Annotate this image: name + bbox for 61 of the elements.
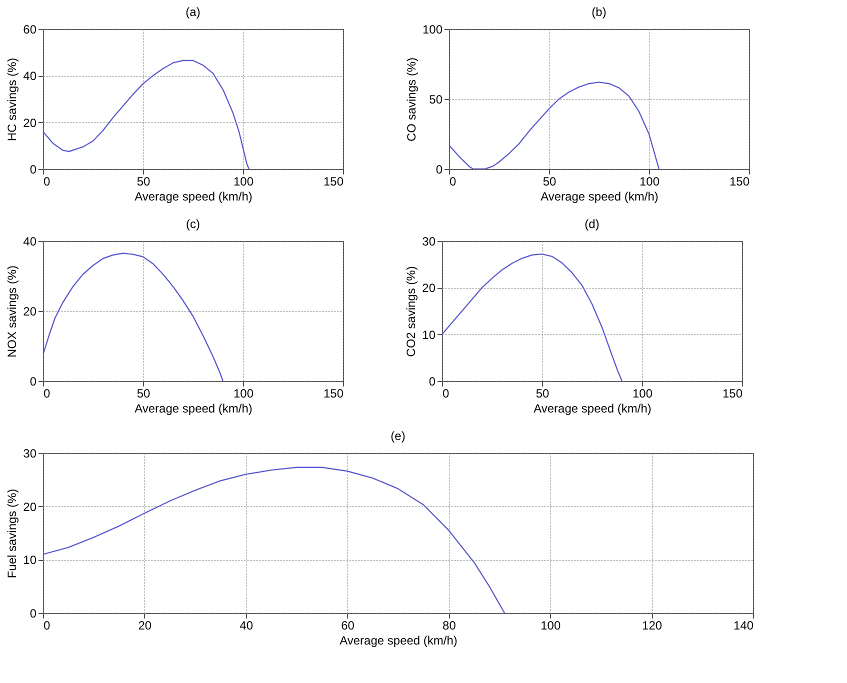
chart-title: (e) — [390, 429, 406, 443]
x-tick-label: 150 — [323, 386, 344, 400]
y-tick-label: 30 — [23, 446, 37, 460]
y-tick-label: 0 — [30, 374, 37, 388]
x-tick-label: 0 — [44, 386, 50, 400]
chart-title: (b) — [592, 5, 606, 19]
x-tick-label: 60 — [341, 618, 355, 632]
chart-title: (a) — [186, 5, 200, 19]
x-tick-label: 120 — [642, 618, 662, 632]
y-tick-label: 10 — [422, 328, 436, 342]
chart-title: (c) — [186, 217, 200, 231]
y-tick-label: 40 — [23, 69, 37, 84]
y-tick-label: 60 — [23, 22, 37, 36]
y-tick-label: 10 — [23, 553, 37, 568]
x-tick-label: 100 — [632, 386, 653, 400]
y-tick-label: 20 — [422, 281, 436, 296]
y-axis-title: Fuel savings (%) — [5, 488, 20, 578]
x-tick-label: 150 — [729, 174, 750, 188]
x-tick-label: 50 — [536, 386, 550, 400]
x-axis-title: Average speed (km/h) — [540, 190, 658, 204]
x-axis-title: Average speed (km/h) — [534, 402, 652, 416]
y-tick-label: 20 — [23, 116, 37, 130]
x-axis-title: Average speed (km/h) — [134, 402, 252, 416]
x-tick-label: 100 — [540, 618, 561, 632]
x-axis-title: Average speed (km/h) — [340, 634, 458, 648]
y-axis-title: CO savings (%) — [404, 57, 418, 142]
x-tick-label: 0 — [44, 618, 50, 632]
y-axis-title: NOX savings (%) — [5, 265, 20, 358]
y-tick-label: 20 — [23, 304, 37, 318]
line-series — [43, 60, 250, 169]
y-axis-title: HC savings (%) — [5, 58, 20, 142]
x-tick-label: 80 — [442, 618, 456, 632]
x-tick-label: 50 — [542, 174, 556, 188]
x-axis-title: Average speed (km/h) — [134, 190, 252, 204]
y-tick-label: 0 — [30, 606, 37, 620]
chart-title: (d) — [584, 217, 600, 231]
x-tick-label: 0 — [44, 174, 50, 188]
x-tick-label: 20 — [138, 618, 152, 632]
y-tick-label: 100 — [422, 22, 443, 36]
y-tick-label: 0 — [30, 162, 37, 176]
line-series — [43, 252, 224, 381]
y-tick-label: 30 — [422, 234, 436, 248]
x-tick-label: 150 — [323, 174, 344, 188]
x-tick-label: 50 — [136, 386, 150, 400]
x-tick-label: 100 — [233, 386, 254, 400]
x-tick-label: 40 — [240, 618, 254, 632]
x-tick-label: 50 — [136, 174, 150, 188]
x-tick-label: 100 — [233, 174, 254, 188]
x-tick-label: 140 — [733, 618, 754, 632]
y-tick-label: 0 — [428, 374, 436, 388]
y-tick-label: 20 — [23, 500, 37, 514]
x-tick-label: 150 — [722, 386, 743, 400]
line-series — [449, 82, 660, 169]
line-series — [43, 466, 506, 613]
y-tick-label: 0 — [436, 162, 443, 176]
y-tick-label: 50 — [429, 92, 443, 106]
x-tick-label: 100 — [639, 174, 660, 188]
y-axis-title: CO2 savings (%) — [404, 266, 418, 357]
y-tick-label: 40 — [23, 234, 37, 248]
line-series — [442, 253, 623, 381]
x-tick-label: 0 — [450, 174, 456, 188]
